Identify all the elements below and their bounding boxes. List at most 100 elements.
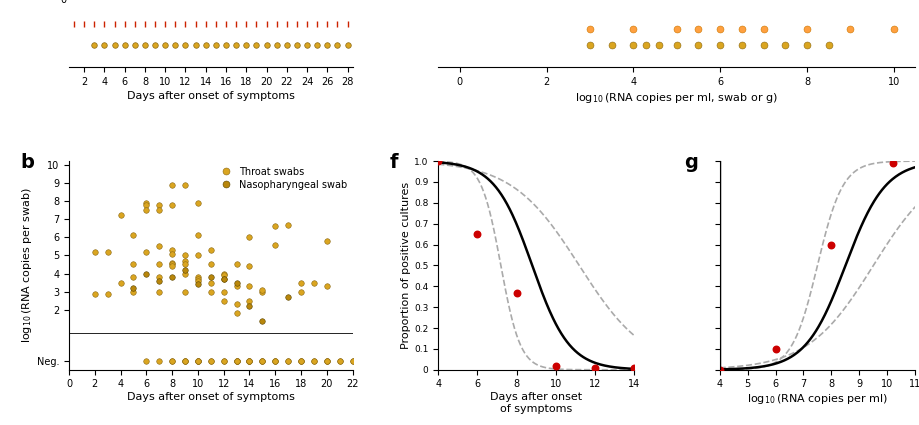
Point bbox=[242, 263, 256, 270]
Point bbox=[229, 301, 244, 308]
Point bbox=[165, 181, 179, 188]
Point bbox=[885, 160, 900, 167]
Point bbox=[216, 270, 231, 277]
Point bbox=[190, 357, 205, 364]
Point bbox=[165, 274, 179, 280]
Point bbox=[100, 248, 115, 255]
X-axis label: Days after onset
of symptoms: Days after onset of symptoms bbox=[490, 392, 582, 414]
Point bbox=[280, 294, 295, 300]
Point bbox=[508, 289, 523, 296]
Point bbox=[152, 288, 166, 295]
Point bbox=[242, 303, 256, 310]
Point bbox=[280, 221, 295, 228]
Point bbox=[823, 241, 838, 248]
Point bbox=[177, 258, 192, 264]
Point bbox=[216, 357, 231, 364]
Point bbox=[152, 274, 166, 280]
Point bbox=[255, 357, 269, 364]
Point bbox=[293, 357, 308, 364]
Point bbox=[293, 279, 308, 286]
Y-axis label: $\log_{10}$(RNA copies per swab): $\log_{10}$(RNA copies per swab) bbox=[20, 187, 34, 343]
Point bbox=[113, 212, 128, 219]
Point bbox=[319, 357, 334, 364]
Point bbox=[255, 357, 269, 364]
Point bbox=[267, 241, 282, 248]
Text: g: g bbox=[684, 153, 698, 172]
Point bbox=[113, 279, 128, 286]
Point bbox=[306, 279, 321, 286]
Point bbox=[126, 274, 141, 280]
Point bbox=[229, 283, 244, 290]
Point bbox=[293, 357, 308, 364]
Point bbox=[242, 357, 256, 364]
Legend: Throat swabs, Nasopharyngeal swab: Throat swabs, Nasopharyngeal swab bbox=[212, 163, 350, 194]
Point bbox=[229, 310, 244, 317]
Point bbox=[126, 261, 141, 268]
Point bbox=[165, 263, 179, 270]
Point bbox=[255, 288, 269, 295]
Point bbox=[626, 364, 641, 371]
Point bbox=[190, 357, 205, 364]
Point bbox=[242, 298, 256, 304]
Point bbox=[152, 278, 166, 284]
Point bbox=[165, 259, 179, 266]
Point bbox=[87, 290, 102, 297]
Point bbox=[177, 357, 192, 364]
Point bbox=[190, 199, 205, 206]
Point bbox=[203, 246, 218, 253]
Point bbox=[229, 357, 244, 364]
Point bbox=[711, 366, 726, 373]
Point bbox=[152, 243, 166, 250]
Point bbox=[190, 275, 205, 282]
Point bbox=[190, 232, 205, 239]
Point bbox=[165, 357, 179, 364]
Point bbox=[165, 246, 179, 253]
Point bbox=[216, 272, 231, 279]
Point bbox=[332, 357, 346, 364]
Point bbox=[306, 357, 321, 364]
Point bbox=[229, 357, 244, 364]
Point bbox=[203, 279, 218, 286]
Point bbox=[216, 298, 231, 304]
Point bbox=[242, 234, 256, 241]
Point bbox=[242, 357, 256, 364]
Point bbox=[87, 248, 102, 255]
Point bbox=[345, 357, 359, 364]
Y-axis label: Proportion of positive cultures: Proportion of positive cultures bbox=[401, 182, 411, 349]
Text: 0: 0 bbox=[60, 0, 66, 5]
Point bbox=[319, 238, 334, 244]
Point bbox=[242, 357, 256, 364]
Point bbox=[203, 357, 218, 364]
Point bbox=[100, 290, 115, 297]
Point bbox=[152, 261, 166, 268]
X-axis label: $\log_{10}$(RNA copies per ml, swab or g): $\log_{10}$(RNA copies per ml, swab or g… bbox=[575, 91, 777, 105]
Point bbox=[126, 232, 141, 239]
Point bbox=[177, 270, 192, 277]
Point bbox=[293, 288, 308, 295]
Point bbox=[548, 362, 562, 369]
Point bbox=[190, 281, 205, 288]
Point bbox=[152, 357, 166, 364]
Point bbox=[430, 158, 445, 164]
Text: f: f bbox=[389, 153, 397, 172]
Point bbox=[190, 357, 205, 364]
Point bbox=[267, 223, 282, 230]
Point bbox=[255, 286, 269, 293]
Point bbox=[255, 317, 269, 324]
Point bbox=[177, 357, 192, 364]
Point bbox=[139, 270, 153, 277]
Point bbox=[319, 357, 334, 364]
Point bbox=[280, 357, 295, 364]
Point bbox=[165, 357, 179, 364]
Point bbox=[165, 250, 179, 257]
Point bbox=[229, 357, 244, 364]
Point bbox=[177, 288, 192, 295]
Point bbox=[152, 207, 166, 213]
Point bbox=[229, 279, 244, 286]
Point bbox=[126, 285, 141, 292]
Point bbox=[203, 274, 218, 280]
Point bbox=[165, 201, 179, 208]
Point bbox=[345, 357, 359, 364]
Point bbox=[280, 357, 295, 364]
Point bbox=[139, 201, 153, 208]
